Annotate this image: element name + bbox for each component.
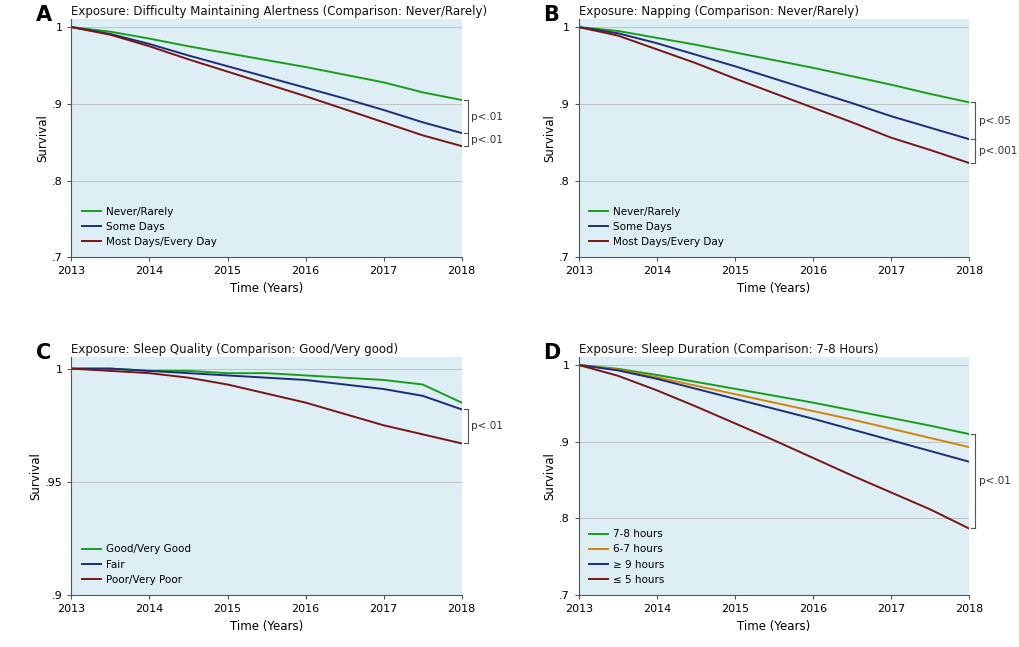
X-axis label: Time (Years): Time (Years) (229, 282, 303, 295)
Text: p<.001: p<.001 (978, 146, 1016, 156)
Text: Exposure: Napping (Comparison: Never/Rarely): Exposure: Napping (Comparison: Never/Rar… (578, 5, 858, 18)
Text: p<.05: p<.05 (978, 116, 1010, 126)
Text: A: A (37, 5, 52, 25)
X-axis label: Time (Years): Time (Years) (737, 282, 810, 295)
X-axis label: Time (Years): Time (Years) (737, 620, 810, 633)
Legend: Never/Rarely, Some Days, Most Days/Every Day: Never/Rarely, Some Days, Most Days/Every… (583, 201, 729, 252)
Text: B: B (543, 5, 559, 25)
Y-axis label: Survival: Survival (543, 115, 555, 162)
Legend: Never/Rarely, Some Days, Most Days/Every Day: Never/Rarely, Some Days, Most Days/Every… (76, 201, 222, 252)
Text: p<.01: p<.01 (471, 135, 502, 144)
Text: Exposure: Sleep Quality (Comparison: Good/Very good): Exposure: Sleep Quality (Comparison: Goo… (71, 343, 398, 356)
Legend: 7-8 hours, 6-7 hours, ≥ 9 hours, ≤ 5 hours: 7-8 hours, 6-7 hours, ≥ 9 hours, ≤ 5 hou… (583, 524, 669, 590)
Text: C: C (37, 343, 52, 363)
Text: D: D (543, 343, 560, 363)
Text: p<.01: p<.01 (471, 421, 502, 432)
X-axis label: Time (Years): Time (Years) (229, 620, 303, 633)
Y-axis label: Survival: Survival (543, 452, 555, 500)
Y-axis label: Survival: Survival (29, 452, 42, 500)
Text: p<.01: p<.01 (978, 476, 1010, 487)
Legend: Good/Very Good, Fair, Poor/Very Poor: Good/Very Good, Fair, Poor/Very Poor (76, 539, 196, 590)
Y-axis label: Survival: Survival (36, 115, 49, 162)
Text: p<.01: p<.01 (471, 111, 502, 122)
Text: Exposure: Difficulty Maintaining Alertness (Comparison: Never/Rarely): Exposure: Difficulty Maintaining Alertne… (71, 5, 487, 18)
Text: Exposure: Sleep Duration (Comparison: 7-8 Hours): Exposure: Sleep Duration (Comparison: 7-… (578, 343, 877, 356)
